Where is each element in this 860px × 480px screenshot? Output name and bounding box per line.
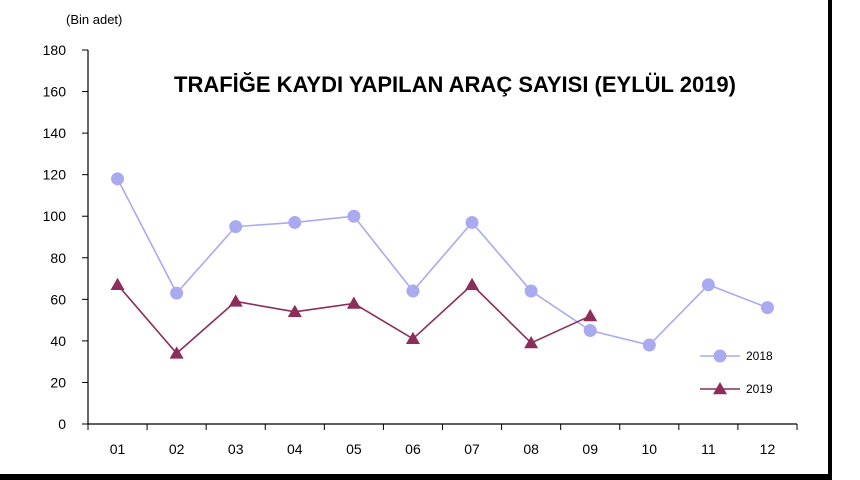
legend-label-2018: 2018 <box>746 349 773 363</box>
data-point-2019 <box>524 335 539 349</box>
data-point-2018 <box>170 286 184 300</box>
data-point-2018 <box>642 338 656 352</box>
series-2018 <box>111 172 774 352</box>
data-point-2018 <box>406 284 420 298</box>
series-line-2019 <box>116 283 591 355</box>
series-layer <box>110 172 774 359</box>
axes <box>87 50 797 425</box>
x-tick-label: 01 <box>110 441 126 457</box>
data-point-2018 <box>288 215 302 229</box>
x-tick-label: 11 <box>701 441 716 457</box>
data-point-2018 <box>347 209 361 223</box>
x-tick-label: 09 <box>582 441 598 457</box>
x-tick-label: 08 <box>523 441 539 457</box>
right-frame-border <box>828 0 832 480</box>
unit-label: (Bin adet) <box>66 12 122 27</box>
x-tick-label: 02 <box>169 441 185 457</box>
x-tick-label: 10 <box>642 441 658 457</box>
data-point-2019 <box>228 294 243 307</box>
x-tick-label: 06 <box>405 441 421 457</box>
data-point-2019 <box>110 277 125 291</box>
data-point-2019 <box>287 304 302 318</box>
bottom-frame-border <box>0 474 832 480</box>
data-point-2018 <box>111 172 125 186</box>
y-tick-label: 120 <box>43 167 67 183</box>
x-tick-label: 07 <box>464 441 480 457</box>
data-point-2018 <box>760 301 774 315</box>
y-tick-label: 140 <box>43 125 67 141</box>
y-tick-label: 180 <box>43 42 67 58</box>
data-point-2018 <box>583 324 597 337</box>
legend-label-2019: 2019 <box>746 382 773 396</box>
y-tick-label: 60 <box>50 291 66 307</box>
data-point-2019 <box>169 346 184 359</box>
legend-marker-2018 <box>713 349 727 363</box>
data-point-2018 <box>229 220 243 234</box>
x-axis-ticks: 01 02 03 04 05 06 07 08 09 10 11 12 <box>87 424 798 457</box>
series-line-2018 <box>116 178 768 346</box>
legend: 2018 2019 <box>700 349 773 396</box>
data-point-2018 <box>524 284 538 298</box>
y-tick-label: 0 <box>58 416 66 432</box>
data-point-2019 <box>465 277 480 291</box>
chart-title: TRAFİĞE KAYDI YAPILAN ARAÇ SAYISI (EYLÜL… <box>174 72 736 97</box>
legend-marker-2019 <box>713 382 727 395</box>
data-point-2018 <box>465 215 479 229</box>
y-tick-label: 40 <box>50 333 66 349</box>
y-tick-label: 100 <box>43 208 67 224</box>
data-point-2019 <box>346 296 361 309</box>
y-tick-label: 20 <box>50 374 66 390</box>
data-point-2018 <box>701 278 715 292</box>
data-point-2019 <box>583 308 598 322</box>
x-tick-label: 05 <box>346 441 362 457</box>
y-tick-label: 160 <box>43 84 67 100</box>
x-tick-label: 04 <box>287 441 303 457</box>
x-tick-label: 12 <box>760 441 776 457</box>
y-axis-ticks: 0 20 40 60 80 100 120 140 160 180 <box>43 42 88 432</box>
series-2019 <box>110 277 598 359</box>
x-tick-label: 03 <box>228 441 244 457</box>
data-point-2019 <box>405 331 420 345</box>
y-tick-label: 80 <box>50 250 66 266</box>
